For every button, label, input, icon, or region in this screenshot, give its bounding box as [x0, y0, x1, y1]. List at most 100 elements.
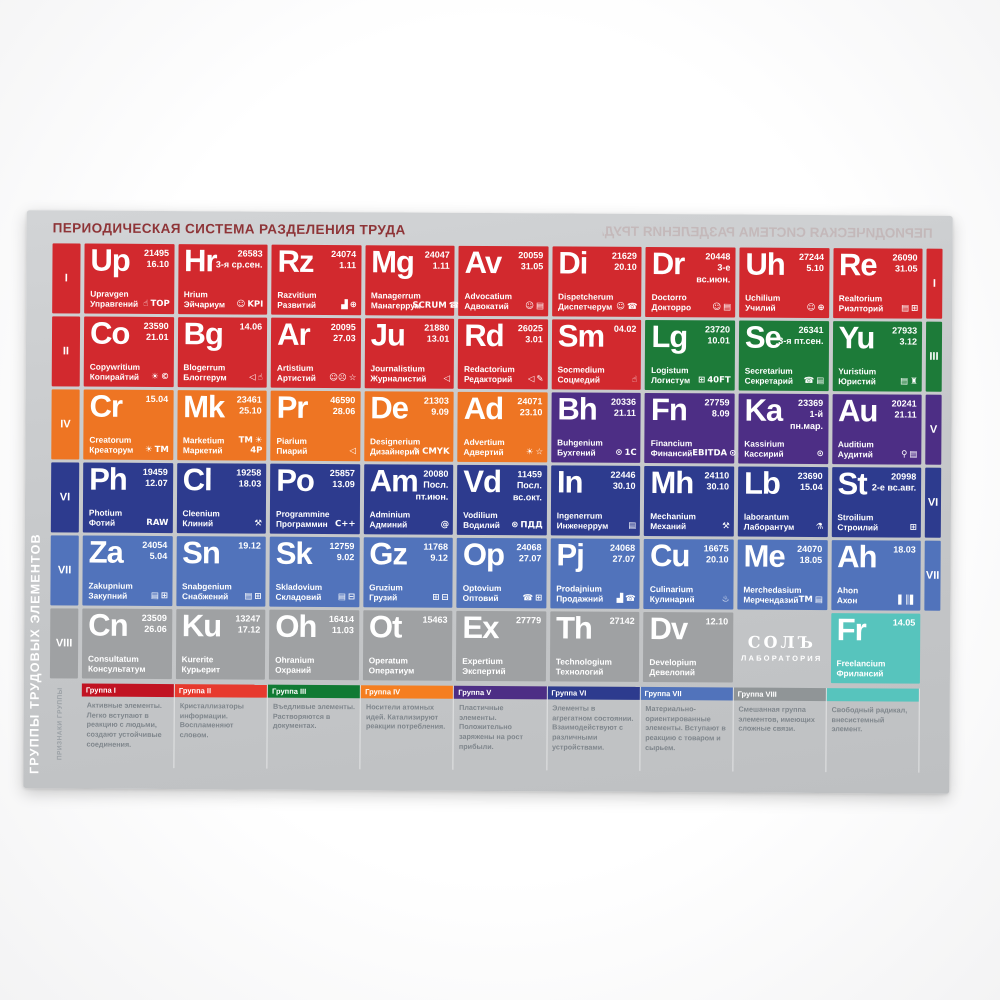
logo-subtitle: ЛАБОРАТОРИЯ: [740, 653, 823, 664]
element-names: Creatorum Креаторум: [89, 435, 133, 456]
legend-group-header: Группа IV: [361, 685, 454, 699]
thumb-up-icon: ☝: [143, 299, 149, 310]
raw-label: RAW: [146, 518, 169, 529]
legend-group-column: Группа V Пластичные элементы. Положитель…: [453, 685, 548, 771]
element-icons: ▌║▌: [896, 596, 916, 607]
element-number: 24070: [797, 543, 823, 555]
element-name-russian: Управгений: [90, 298, 139, 309]
element-number: 26341: [798, 324, 824, 336]
element-numbers: 24074 1.11: [331, 249, 356, 272]
element-icons: ☺ KPI: [234, 300, 263, 311]
legend-vertical-label: ПРИЗНАКИ ГРУППЫ: [56, 687, 64, 761]
element-numbers: 20998 2-е вс.авг.: [872, 471, 916, 494]
element-symbol: Sk: [275, 535, 312, 571]
element-number: 11459: [517, 469, 543, 480]
truck-icon: ⊞: [254, 591, 262, 602]
element-icons: ◁: [441, 374, 450, 385]
element-name-russian: Училий: [745, 302, 776, 313]
table-row: VII Za 24054 5.04 Zakupnium Закупний ▤ ⊞ …: [50, 535, 941, 611]
element-name-russian: Кулинарий: [649, 594, 695, 605]
element-name-russian: Механий: [650, 521, 687, 532]
element-names: Vodilium Водилий: [463, 510, 500, 531]
element-date: 1-й пн.мар.: [790, 409, 824, 431]
element-names: Buhgenium Бухгений: [557, 438, 603, 459]
element-symbol: Cn: [88, 607, 128, 643]
element-name-russian: Снабжений: [181, 591, 229, 602]
element-symbol: Mk: [183, 389, 225, 425]
element-icons: ◁ ✎: [526, 375, 544, 386]
element-cell: Me 24070 18.05 Merchedasium Мерчендазий …: [737, 539, 828, 611]
element-date: 3-я ср.сен.: [215, 259, 263, 270]
row-numeral-left: VI: [50, 462, 80, 533]
element-name-russian: Оператиум: [368, 665, 415, 676]
element-numbers: 23720 10.01: [705, 324, 730, 347]
element-symbol: Th: [555, 610, 593, 646]
element-number: 23690: [797, 470, 823, 482]
element-icons: RAW: [144, 518, 168, 529]
element-number: 20059: [518, 250, 544, 261]
element-name-russian: Технологий: [555, 666, 604, 677]
element-date: 3.01: [525, 334, 543, 345]
element-date: Посл. вс.окт.: [512, 480, 542, 502]
element-symbol: Fr: [836, 612, 866, 648]
element-date: 3-я пт.сен.: [778, 336, 824, 347]
element-cell: Au 20241 21.11 Auditium Аудитий ⚲ ▤: [831, 393, 922, 465]
sun-icon: ☀: [144, 445, 153, 456]
coin-icon: ⊙: [729, 448, 737, 459]
element-name-russian: Админий: [369, 519, 408, 530]
element-numbers: 26583 3-я ср.сен.: [216, 248, 263, 271]
element-date: 9.02: [336, 552, 355, 563]
element-number: 27933: [892, 325, 918, 336]
truck-icon: ⊞: [432, 593, 440, 604]
element-date: 1.11: [339, 260, 357, 271]
book-icon: ▤: [535, 301, 545, 312]
element-names: Yuristium Юристий: [838, 366, 876, 387]
megaphone-icon: ◁: [527, 374, 535, 385]
element-icons: ▤ ⊞: [149, 591, 168, 602]
row-numeral-right: VI: [924, 467, 942, 538]
at-sign-icon: @: [440, 520, 450, 531]
element-cell: Gz 11768 9.12 Gruzium Грузий ⊞ ⊟: [363, 536, 454, 608]
element-name-russian: Продажний: [556, 593, 604, 604]
element-name-russian: Фрилансий: [836, 668, 884, 679]
element-name-russian: Артистий: [276, 372, 316, 383]
element-names: Operatum Оператиум: [368, 655, 415, 676]
element-symbol: Op: [462, 536, 505, 573]
cmyk-label: CMYK: [422, 446, 450, 458]
person-icon: ☺: [236, 299, 246, 310]
element-date: 17.12: [237, 624, 261, 635]
element-name-russian: Девелопий: [649, 667, 696, 678]
element-numbers: 15463: [422, 615, 447, 626]
megaphone-icon: ◁: [249, 372, 256, 383]
element-name-russian: Секретарий: [744, 375, 793, 386]
element-symbol: Fn: [650, 391, 687, 428]
element-symbol: Po: [276, 462, 314, 498]
element-date: 8.09: [711, 408, 730, 419]
table-row: VIII Cn 23509 26.06 Consultatum Консульт…: [49, 607, 940, 684]
element-cell: Av 20059 31.05 Advocatium Адвокатий ☺ ▤: [458, 245, 549, 317]
element-name-russian: Кассирий: [744, 448, 784, 459]
legend-group-column: Группа I Активные элементы. Легко вступа…: [81, 683, 175, 769]
element-number: 23369: [798, 397, 824, 409]
element-symbol: Dv: [649, 610, 688, 647]
element-date: 2-е вс.авг.: [871, 482, 917, 493]
element-cell: Mh 24110 30.10 Mechanium Механий ⚒: [644, 464, 735, 537]
legend-group-header: Группа I: [81, 683, 174, 698]
element-numbers: 24071 23.10: [517, 396, 542, 419]
element-symbol: Mh: [650, 464, 694, 501]
element-numbers: 23461 25.10: [237, 394, 262, 417]
element-cell: Ku 13247 17.12 Kurerite Курьерит: [175, 608, 266, 680]
tools-icon: ⚒: [722, 521, 730, 532]
element-cell: Ot 15463 Operatum Оператиум: [362, 609, 453, 681]
element-date: 15.04: [145, 393, 169, 405]
star-icon: ☆: [535, 447, 544, 458]
element-icons: ◁ ☝: [247, 373, 263, 384]
element-numbers: 19459 12.07: [143, 467, 168, 490]
legend-group-header: Группа III: [268, 684, 361, 699]
element-cell: Re 26090 31.05 Realtorium Риэлторий ▤ ⊞: [832, 247, 923, 319]
element-numbers: 25857 13.09: [330, 468, 355, 491]
element-symbol: Dr: [651, 245, 685, 282]
element-names: Ohranium Охраний: [275, 655, 314, 676]
legend-group-column: Группа III Въедливые элементы. Растворяю…: [267, 684, 362, 770]
element-icons: ☺ ▤: [523, 302, 544, 313]
